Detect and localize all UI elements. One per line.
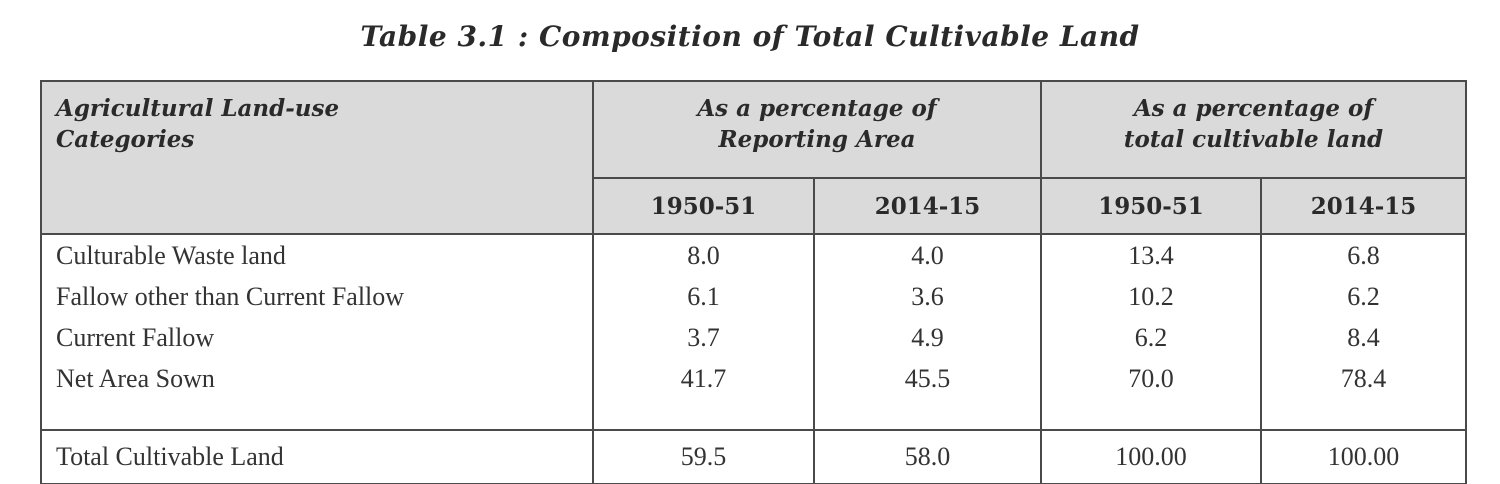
table-cell: 100.00 (1260, 429, 1468, 484)
row-category: Fallow other than Current Fallow (56, 282, 405, 311)
year-header: 2014-15 (1260, 177, 1468, 235)
body-rows: Culturable Waste land Fallow other than … (40, 234, 1468, 430)
category-header-line1: Agricultural Land-use (56, 95, 340, 122)
row-category: Current Fallow (56, 323, 215, 352)
year-header: 1950-51 (592, 177, 815, 235)
table-cell: 3.7 (687, 323, 720, 352)
table-cell: 6.2 (1347, 282, 1380, 311)
row-category: Net Area Sown (56, 364, 215, 393)
category-header-line2: Categories (56, 126, 195, 153)
table-cell: 4.9 (911, 323, 944, 352)
year-header: 1950-51 (1040, 177, 1263, 235)
group1-line1: As a percentage of (697, 95, 937, 122)
group-header-reporting-area: As a percentage of Reporting Area (591, 80, 1043, 178)
header-row-years: 1950-51 2014-15 1950-51 2014-15 (40, 177, 1468, 235)
table-cell: 6.8 (1347, 241, 1380, 270)
table-cell: 10.2 (1128, 282, 1174, 311)
group-header-cultivable-land: As a percentage of total cultivable land (1040, 80, 1468, 178)
col-cultivable-2014: 6.8 6.2 8.4 78.4 (1260, 234, 1468, 430)
table-cell: 59.5 (592, 429, 815, 484)
table-cell: 8.0 (687, 241, 720, 270)
land-composition-table: Agricultural Land-use Categories As a pe… (40, 80, 1468, 484)
table-cell: 100.00 (1040, 429, 1263, 484)
table-cell: 6.1 (687, 282, 720, 311)
header-row-groups: Agricultural Land-use Categories As a pe… (40, 80, 1468, 178)
table-cell: 13.4 (1128, 241, 1174, 270)
table-cell: 6.2 (1134, 323, 1168, 352)
category-header-blank (40, 178, 594, 235)
table-cell: 58.0 (812, 429, 1043, 484)
year-header: 2014-15 (812, 177, 1043, 235)
total-row: Total Cultivable Land 59.5 58.0 100.00 1… (40, 429, 1468, 484)
group1-line2: Reporting Area (718, 126, 916, 153)
category-header: Agricultural Land-use Categories (40, 80, 594, 178)
table-title: Table 3.1 : Composition of Total Cultiva… (360, 20, 1140, 53)
table-cell: 8.4 (1347, 323, 1380, 352)
col-reporting-1950: 8.0 6.1 3.7 41.7 (592, 234, 815, 430)
total-category: Total Cultivable Land (40, 429, 594, 484)
table-cell: 3.6 (911, 282, 944, 311)
table-cell: 4.0 (911, 241, 944, 270)
col-reporting-2014: 4.0 3.6 4.9 45.5 (812, 234, 1043, 430)
table-cell: 45.5 (904, 364, 951, 393)
col-cultivable-1950: 13.4 10.2 6.2 70.0 (1040, 234, 1263, 430)
row-category: Culturable Waste land (56, 241, 286, 270)
group2-line1: As a percentage of (1133, 95, 1374, 122)
group2-line2: total cultivable land (1123, 126, 1384, 153)
category-column: Culturable Waste land Fallow other than … (40, 234, 594, 430)
table-cell: 78.4 (1340, 364, 1387, 393)
table-cell: 41.7 (680, 364, 727, 393)
table-cell: 70.0 (1128, 364, 1174, 393)
